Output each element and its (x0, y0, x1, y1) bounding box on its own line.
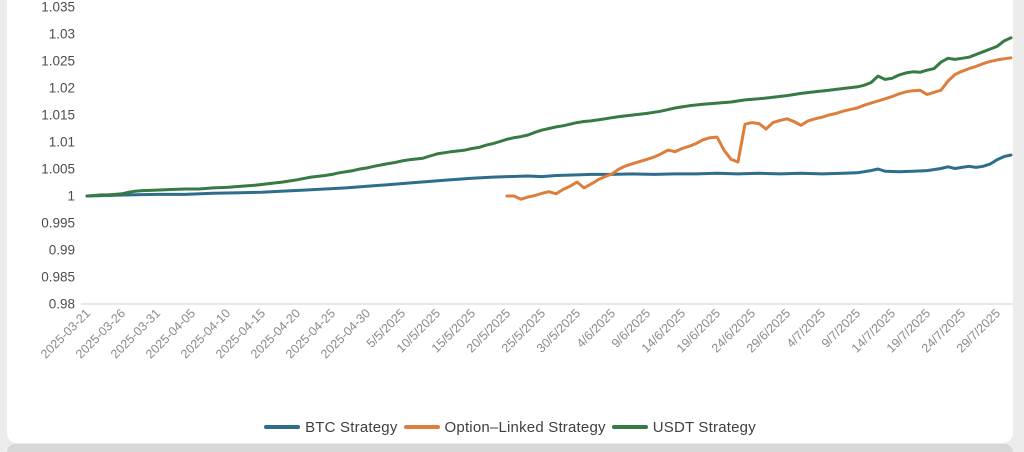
y-axis-tick-label: 1.025 (41, 54, 75, 69)
y-axis-tick-label: 0.98 (49, 297, 75, 312)
y-axis-tick-label: 1.02 (49, 81, 75, 96)
y-axis-tick-label: 1.015 (41, 108, 75, 123)
line-chart-canvas: 1.035 1.03 1.025 1.02 1.015 1.01 1.005 1 0.995 0.… (38, 0, 1013, 361)
y-axis-tick-label: 1 (67, 189, 75, 204)
btc-strategy-line-swatch (264, 424, 301, 430)
strategy-performance-chart: 1.035 1.03 1.025 1.02 1.015 1.01 1.005 1 0.995 0.… (7, 0, 1013, 416)
legend-item-usdt-strategy[interactable]: USDT Strategy (611, 418, 756, 436)
series-line-usdt-strategy (85, 36, 1013, 198)
y-axis-tick-label: 1.01 (49, 135, 75, 150)
legend-label: BTC Strategy (305, 418, 398, 436)
y-axis-tick-label: 0.99 (49, 243, 75, 258)
legend-item-option-linked-strategy[interactable]: Option–Linked Strategy (403, 418, 606, 436)
y-axis-tick-label: 0.995 (41, 216, 75, 231)
y-axis-tick-label: 0.985 (41, 270, 75, 285)
chart-legend: BTC Strategy Option–Linked Strategy USDT… (7, 416, 1013, 438)
y-axis-tick-label: 1.03 (49, 27, 75, 42)
option-linked-strategy-line-swatch (403, 424, 440, 430)
y-axis-tick-label: 1.005 (41, 162, 75, 177)
chart-card: 1.035 1.03 1.025 1.02 1.015 1.01 1.005 1 0.995 0.… (7, 0, 1013, 443)
next-card-top-edge (7, 444, 1013, 452)
series-line-option-linked-strategy (505, 56, 1013, 201)
legend-label: USDT Strategy (652, 418, 756, 436)
series-line-btc-strategy (85, 153, 1013, 198)
legend-label: Option–Linked Strategy (444, 418, 606, 436)
legend-item-btc-strategy[interactable]: BTC Strategy (264, 419, 397, 436)
y-axis-tick-label: 1.035 (41, 0, 75, 15)
usdt-strategy-line-swatch (611, 424, 648, 430)
